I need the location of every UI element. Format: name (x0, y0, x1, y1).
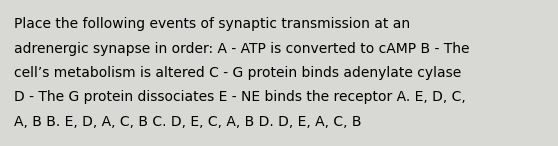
Text: adrenergic synapse in order: A - ATP is converted to cAMP B - The: adrenergic synapse in order: A - ATP is … (14, 41, 469, 55)
Text: cell’s metabolism is altered C - G protein binds adenylate cylase: cell’s metabolism is altered C - G prote… (14, 66, 461, 80)
Text: Place the following events of synaptic transmission at an: Place the following events of synaptic t… (14, 17, 410, 31)
Text: A, B B. E, D, A, C, B C. D, E, C, A, B D. D, E, A, C, B: A, B B. E, D, A, C, B C. D, E, C, A, B D… (14, 115, 362, 129)
Text: D - The G protein dissociates E - NE binds the receptor A. E, D, C,: D - The G protein dissociates E - NE bin… (14, 91, 466, 105)
